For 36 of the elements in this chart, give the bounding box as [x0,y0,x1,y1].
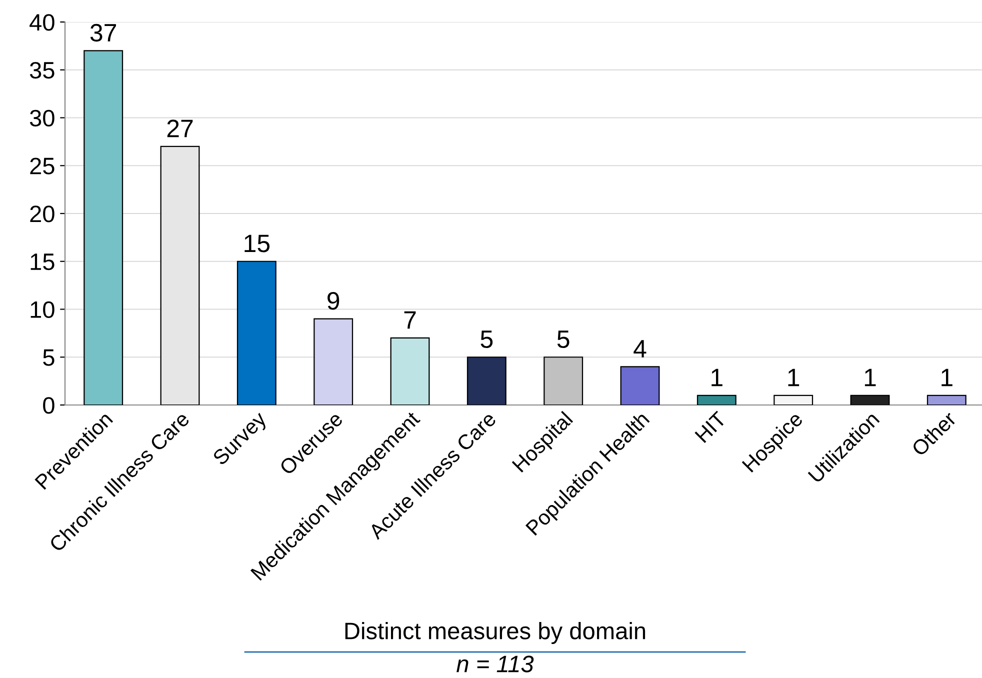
bar [544,356,584,405]
data-label: 5 [557,330,570,348]
data-label: 1 [788,368,800,386]
data-label: 4 [634,340,646,358]
data-label: 1 [864,368,876,386]
bar [160,146,200,405]
bar [926,394,966,405]
text: n = 113 [456,656,534,672]
y-tick-label: 20 [30,206,54,222]
y-tick-label: 40 [30,14,54,31]
bar [236,260,276,405]
y-tick-label: 5 [43,349,54,366]
y-tick-label: 10 [30,301,54,318]
bar [314,318,354,405]
y-tick-label: 25 [30,158,54,174]
x-tick-label: HIT [694,410,728,444]
bar [84,50,124,405]
bar [774,394,814,405]
data-label: 37 [90,24,116,42]
y-tick-label: 30 [30,110,54,127]
data-label: 1 [942,368,952,386]
y-tick-label: 15 [30,254,54,270]
bar [850,394,890,405]
data-label: 5 [480,330,493,348]
x-axis-title: Distinct measures by domain [345,622,646,644]
data-label: 9 [328,292,340,310]
data-label: 27 [167,120,193,138]
bar [696,394,736,405]
bar [390,337,430,405]
y-tick-label: 35 [30,62,54,79]
bar [620,366,660,405]
data-label: 1 [712,368,722,386]
data-label: 7 [404,311,416,329]
bar [466,356,506,405]
y-tick-label: 0 [43,397,54,414]
data-label: 15 [244,234,270,252]
